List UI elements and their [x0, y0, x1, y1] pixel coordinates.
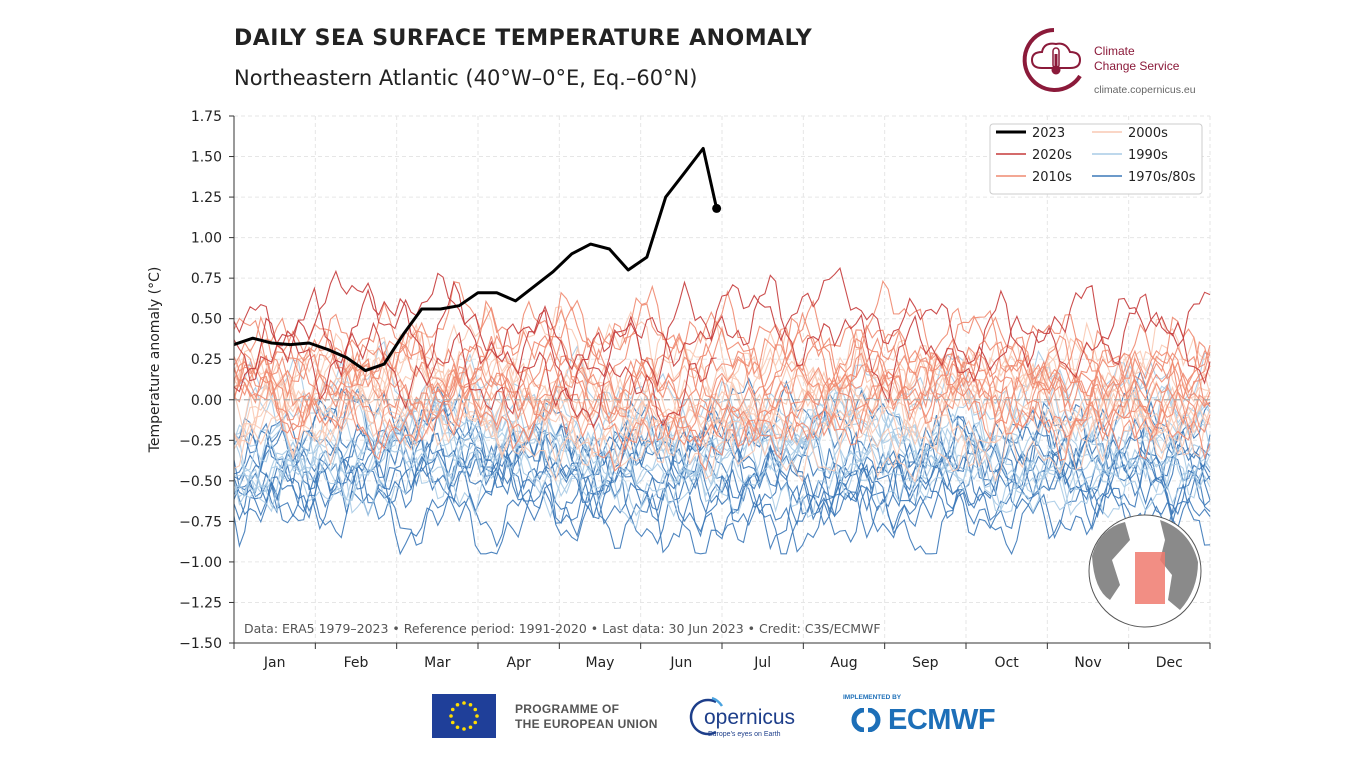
x-tick-label-apr: Apr [507, 655, 531, 671]
historical-line-1990s [233, 340, 1211, 480]
y-tick-label: 1.00 [191, 231, 222, 247]
eu-line1: PROGRAMME OF [515, 702, 620, 716]
historical-line-2020s [233, 274, 1211, 404]
historical-line-2010s [233, 349, 1211, 462]
legend-label-2020s: 2020s [1032, 148, 1072, 163]
y-tick-label: −1.25 [179, 595, 222, 611]
globe-region-highlight [1135, 552, 1165, 604]
eu-star [468, 702, 473, 707]
eu-star [450, 707, 455, 712]
ecmwf-wordmark: ECMWF [888, 704, 996, 736]
historical-line-2000s [233, 330, 1211, 466]
legend-label-2023: 2023 [1032, 126, 1065, 141]
data-credit-annotation: Data: ERA5 1979–2023 • Reference period:… [244, 621, 881, 636]
globe-inset [1088, 514, 1202, 628]
legend-label-2010s: 2010s [1032, 170, 1072, 185]
historical-line-2020s [233, 267, 1211, 379]
historical-line-1970s-80s [233, 436, 1211, 555]
globe-land-americas [1092, 522, 1130, 600]
eu-star [462, 701, 466, 705]
y-tick-label: −1.00 [179, 555, 222, 571]
eu-star [455, 725, 460, 730]
y-tick-label: 0.25 [191, 352, 222, 368]
copernicus-logo: opernicus Europe's eyes on Earth [686, 692, 816, 742]
x-tick-label-dec: Dec [1156, 655, 1183, 671]
legend-label-2000s: 2000s [1128, 126, 1168, 141]
y-tick-label: −1.50 [179, 636, 222, 652]
eu-star [462, 727, 466, 731]
historical-line-1970s-80s [233, 420, 1211, 518]
x-tick-label-jul: Jul [753, 655, 771, 671]
c3s-name: Climate Change Service [1094, 44, 1179, 74]
ecmwf-implemented-by: IMPLEMENTED BY [843, 694, 902, 701]
historical-line-2010s [233, 338, 1211, 455]
c3s-logo: Climate Change Service climate.copernicu… [1020, 24, 1220, 104]
historical-line-2010s [233, 279, 1211, 420]
legend-label-1990s: 1990s [1128, 148, 1168, 163]
x-tick-label-mar: Mar [424, 655, 451, 671]
historical-line-1990s [233, 344, 1211, 481]
x-tick-label-nov: Nov [1074, 655, 1101, 671]
legend: 2023 2020s 2010s 2000s 1990s 1970s/80s [989, 123, 1203, 195]
historical-line-2010s [233, 284, 1211, 419]
historical-line-1990s [233, 387, 1211, 487]
legend-box [989, 123, 1203, 195]
historical-line-1970s-80s [233, 425, 1211, 556]
c3s-thermometer-icon [1022, 28, 1082, 92]
historical-line-2000s [233, 346, 1211, 449]
eu-star [468, 725, 473, 730]
x-tick-label-jan: Jan [263, 655, 286, 671]
y-tick-label: 0.75 [191, 271, 222, 287]
eu-star [449, 714, 453, 718]
copernicus-tagline: Europe's eyes on Earth [708, 731, 781, 738]
c3s-line2: Change Service [1094, 59, 1180, 73]
x-tick-label-aug: Aug [830, 655, 857, 671]
sst-anomaly-chart: 1.75 1.50 1.25 1.00 0.75 0.50 0.25 0.00 −0.25 −0.… [147, 109, 1211, 671]
eu-star [473, 707, 478, 712]
historical-line-1970s-80s [233, 453, 1211, 548]
y-tick-label: 1.75 [191, 109, 222, 125]
historical-line-1990s [233, 411, 1211, 517]
c3s-line1: Climate [1094, 44, 1135, 58]
series-2023-line [233, 146, 719, 373]
footer-logos: PROGRAMME OF THE EUROPEAN UNION opernicu… [0, 688, 1366, 748]
globe-land-africa-europe [1160, 520, 1198, 610]
y-tick-label: −0.50 [179, 474, 222, 490]
historical-line-2010s [233, 336, 1211, 450]
historical-line-1990s [233, 403, 1211, 529]
legend-label-1970s-80s: 1970s/80s [1128, 170, 1196, 185]
copernicus-wordmark: opernicus [704, 706, 796, 729]
historical-line-2000s [233, 362, 1211, 483]
y-tick-label: 1.50 [191, 150, 222, 166]
eu-line2: THE EUROPEAN UNION [515, 717, 658, 731]
eu-star [450, 720, 455, 725]
chart-subtitle: Northeastern Atlantic (40°W–0°E, Eq.–60°… [234, 66, 698, 90]
x-tick-label-feb: Feb [344, 655, 369, 671]
historical-line-2000s [233, 365, 1211, 482]
historical-lines [233, 267, 1211, 556]
x-tick-label-oct: Oct [995, 655, 1020, 671]
eu-programme-label: PROGRAMME OF THE EUROPEAN UNION [515, 702, 658, 732]
series-2023-last-point [712, 203, 722, 213]
copernicus-c-icon [689, 696, 724, 736]
y-tick-label: 0.00 [191, 393, 222, 409]
chart-title: DAILY SEA SURFACE TEMPERATURE ANOMALY [234, 26, 813, 51]
y-tick-label: −0.75 [179, 514, 222, 530]
y-tick-label: −0.25 [179, 433, 222, 449]
eu-flag-icon [432, 694, 496, 738]
ecmwf-symbol-icon [851, 708, 881, 732]
y-axis-label: Temperature anomaly (°C) [147, 267, 163, 454]
x-tick-label-may: May [586, 655, 615, 671]
historical-line-2000s [233, 345, 1211, 467]
eu-star [475, 714, 479, 718]
eu-star [455, 702, 460, 707]
c3s-url: climate.copernicus.eu [1094, 84, 1196, 96]
y-tick-label: 1.25 [191, 190, 222, 206]
x-tick-label-sep: Sep [912, 655, 939, 671]
historical-line-2010s [233, 330, 1211, 451]
historical-line-2020s [233, 317, 717, 429]
y-tick-label: 0.50 [191, 312, 222, 328]
x-tick-label-jun: Jun [669, 655, 692, 671]
eu-star [473, 720, 478, 725]
